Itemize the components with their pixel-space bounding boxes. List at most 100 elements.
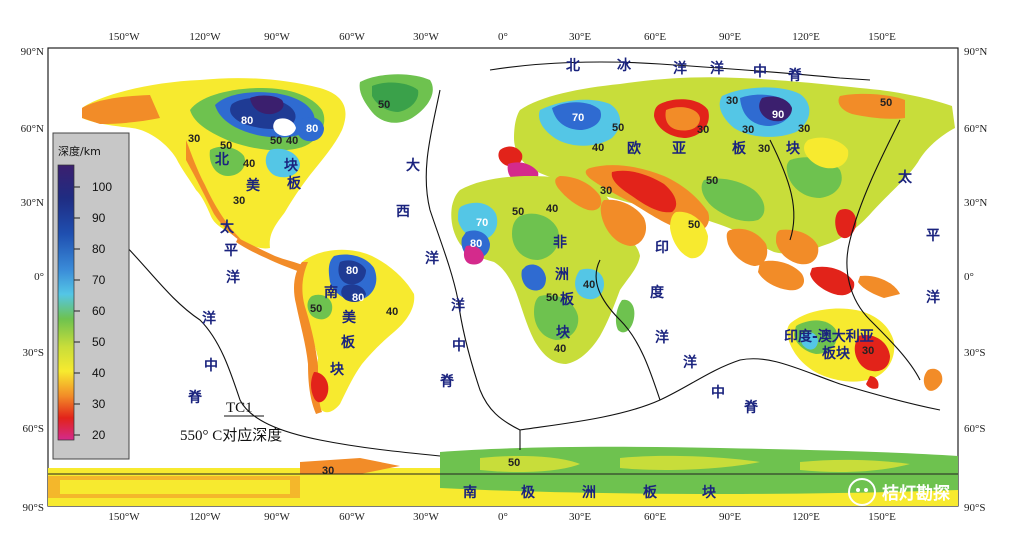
contour-value-eurasia: 50 <box>880 97 892 109</box>
right-lat-labels: 90°N 60°N 30°N 0° 30°S 60°S 90°S <box>964 46 987 514</box>
contour-value-africa: 40 <box>546 203 558 215</box>
legend-tick-label: 20 <box>92 428 106 442</box>
ridge-label-arctic: 洋 <box>710 60 724 77</box>
contour-value-africa: 50 <box>512 206 524 218</box>
figure-title-block: TC1 550° C对应深度 <box>180 400 282 444</box>
right-lat-label: 0° <box>964 271 974 283</box>
right-lat-label: 90°S <box>964 502 986 514</box>
central-america-region <box>236 238 305 272</box>
contour-value-antarctica: 50 <box>508 457 520 469</box>
left-lat-labels: 90°N 60°N 30°N 0° 30°S 60°S 90°S <box>21 46 44 514</box>
ridge-label-arctic: 北 <box>566 58 580 74</box>
contour-value-eurasia: 30 <box>798 123 810 135</box>
australia-region <box>787 308 895 389</box>
top-lon-label: 0° <box>498 31 508 43</box>
antarctica-region <box>48 446 958 506</box>
south-america-region <box>294 249 415 414</box>
ridge-label-pacific-west: 平 <box>224 243 238 259</box>
plate-boundaries <box>59 61 941 457</box>
plate-label-north-america: 板 <box>287 175 302 192</box>
ridge-label-pacific-west: 洋 <box>202 310 216 327</box>
bottom-lon-label: 90°W <box>264 511 290 523</box>
ridge-label-pacific-east: 太 <box>898 169 913 186</box>
bottom-lon-label: 30°E <box>569 511 591 523</box>
contour-value-eurasia: 90 <box>772 109 784 121</box>
watermark: 桔灯勘探 <box>848 478 950 506</box>
plate-label-antarctica: 板 <box>643 484 658 501</box>
plate-label-north-america: 美 <box>246 177 261 194</box>
contour-value-sa: 80 <box>352 292 364 304</box>
left-lat-label: 90°N <box>21 46 44 58</box>
contour-value-na: 50 <box>270 135 282 147</box>
ridge-label-indian: 度 <box>650 284 665 301</box>
plate-label-south-america: 块 <box>330 362 345 378</box>
contour-value-na: 30 <box>233 195 245 207</box>
ridge-label-arctic: 洋 <box>673 60 687 77</box>
contour-value-sa: 80 <box>346 265 358 277</box>
legend-tick-label: 60 <box>92 304 106 318</box>
left-lat-label: 60°S <box>22 423 44 435</box>
left-lat-label: 30°N <box>21 197 44 209</box>
watermark-text: 桔灯勘探 <box>882 483 950 504</box>
top-lon-labels: 150°W 120°W 90°W 60°W 30°W 0° 30°E 60°E 90°E 120°… <box>108 31 896 43</box>
top-lon-label: 90°E <box>719 31 741 43</box>
bottom-lon-label: 60°W <box>339 511 365 523</box>
ridge-label-atlantic: 西 <box>396 204 410 220</box>
southeast-asia-region <box>758 208 900 298</box>
contour-value-eurasia: 30 <box>726 95 738 107</box>
ridge-label-indian: 洋 <box>683 354 697 371</box>
right-lat-label: 60°S <box>964 423 986 435</box>
contour-value-na: 50 <box>220 140 232 152</box>
legend-tick-label: 70 <box>92 273 106 287</box>
africa-region <box>451 176 640 364</box>
bottom-lon-label: 150°E <box>868 511 896 523</box>
ridge-label-indian: 脊 <box>743 399 759 416</box>
ridge-label-pacific-west: 太 <box>220 219 235 236</box>
ridge-label-arctic: 冰 <box>617 57 632 74</box>
contour-value-eurasia: 50 <box>612 122 624 134</box>
figure-subtitle: 550° C对应深度 <box>180 426 282 444</box>
top-lon-label: 60°E <box>644 31 666 43</box>
contour-value-eurasia: 30 <box>758 143 770 155</box>
bottom-lon-label: 150°W <box>108 511 140 523</box>
north-america-region <box>82 78 346 249</box>
contour-value-antarctica: 30 <box>322 465 334 477</box>
contour-value-na: 80 <box>306 123 318 135</box>
contour-value-africa: 40 <box>583 279 595 291</box>
plate-label-africa: 板 <box>560 291 575 308</box>
contour-value-sa: 40 <box>386 306 398 318</box>
top-lon-label: 120°W <box>189 31 221 43</box>
bottom-lon-label: 120°W <box>189 511 221 523</box>
left-lat-label: 60°N <box>21 123 44 135</box>
legend-ticks: 100 90 80 70 60 50 40 30 20 <box>74 180 112 442</box>
ridge-label-pacific-west: 中 <box>204 357 218 374</box>
contour-value-australia: 30 <box>862 345 874 357</box>
watermark-icon-dot <box>856 488 860 492</box>
plate-label-antarctica: 极 <box>521 484 536 501</box>
top-lon-label: 30°E <box>569 31 591 43</box>
greenland-region <box>359 74 433 123</box>
top-lon-label: 60°W <box>339 31 365 43</box>
bottom-lon-label: 120°E <box>792 511 820 523</box>
ridge-label-pacific-east: 平 <box>926 228 940 244</box>
bottom-lon-label: 90°E <box>719 511 741 523</box>
left-lat-label: 30°S <box>22 347 44 359</box>
contour-value-na: 40 <box>286 135 298 147</box>
plate-label-eurasia: 亚 <box>672 141 686 157</box>
contour-value-eurasia: 30 <box>742 124 754 136</box>
right-lat-label: 30°S <box>964 347 986 359</box>
watermark-icon-dot2 <box>864 488 868 492</box>
bottom-lon-label: 0° <box>498 511 508 523</box>
plate-label-indo-australia: 印度-澳大利亚 <box>784 328 874 345</box>
plate-label-eurasia: 块 <box>786 141 801 157</box>
watermark-icon <box>848 478 876 506</box>
legend-tick-label: 90 <box>92 211 106 225</box>
figure-code: TC1 <box>226 400 253 416</box>
top-lon-label: 120°E <box>792 31 820 43</box>
ridge-labels: 北冰洋洋中脊大西洋洋中脊印度洋洋中脊太平洋太平洋洋中脊 <box>187 57 940 416</box>
plate-label-north-america: 北 <box>215 152 229 168</box>
legend-colorbar <box>57 164 75 441</box>
contour-value-na: 30 <box>188 133 200 145</box>
contour-value-africa: 70 <box>476 217 488 229</box>
top-lon-label: 150°E <box>868 31 896 43</box>
